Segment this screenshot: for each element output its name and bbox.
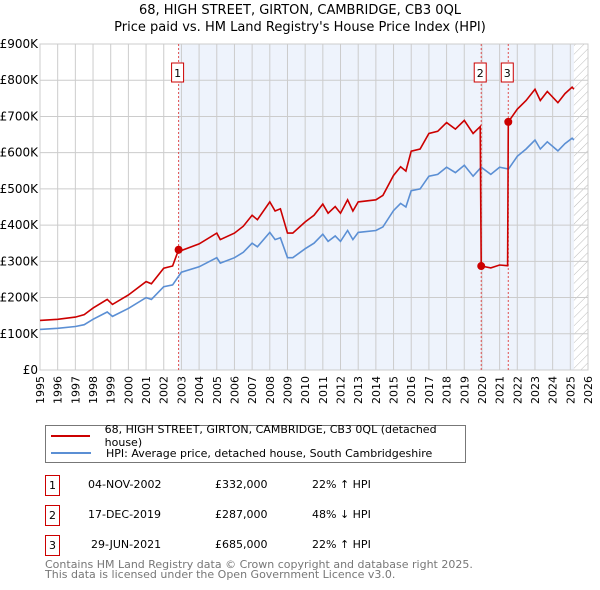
x-tick-label: 2009 — [281, 376, 294, 404]
transaction-point — [477, 262, 486, 271]
x-tick-label: 2012 — [335, 376, 348, 404]
y-tick-label: £0 — [23, 363, 38, 377]
transaction-row: 1 04-NOV-2002 £332,000 22% ↑ HPI — [45, 475, 465, 496]
y-tick-label: £300K — [0, 254, 39, 268]
transaction-label: 1 — [174, 67, 181, 80]
x-tick-label: 2025 — [564, 376, 577, 404]
legend-label-hpi: HPI: Average price, detached house, Sout… — [106, 446, 433, 460]
x-tick-label: 2001 — [140, 376, 153, 404]
transaction-label-box — [473, 62, 487, 83]
footer-copyright: Contains HM Land Registry data © Crown c… — [45, 558, 473, 571]
x-tick-label: 2019 — [458, 376, 471, 404]
x-tick-label: 1999 — [105, 376, 118, 404]
x-tick-label: 2007 — [246, 376, 259, 404]
footer-licence: This data is licensed under the Open Gov… — [45, 568, 396, 581]
y-tick-label: £800K — [0, 73, 39, 87]
legend-label-property: 68, HIGH STREET, GIRTON, CAMBRIDGE, CB3 … — [104, 423, 437, 449]
y-tick-label: £200K — [0, 291, 39, 305]
transaction-price: £287,000 — [215, 508, 268, 521]
footer: Contains HM Land Registry data © Crown c… — [45, 558, 473, 581]
legend-item-property: 68, HIGH STREET, GIRTON, CAMBRIDGE, CB3 … — [46, 423, 465, 449]
transaction-date: 29-JUN-2021 — [91, 538, 162, 551]
x-tick-label: 2005 — [211, 376, 224, 404]
plot-area: 1995 1996 1997 1998 1999 2000 2001 2002 2003 2004… — [0, 37, 595, 404]
plot-border — [39, 43, 589, 371]
y-tick-label: £400K — [0, 218, 39, 232]
x-tick-label: 2022 — [511, 376, 524, 404]
x-tick-label: 2026 — [582, 376, 595, 404]
legend-item-hpi: HPI: Average price, detached house, Sout… — [46, 445, 432, 461]
x-tick-label: 1996 — [52, 376, 65, 404]
transaction-hpi-diff: 22% ↑ HPI — [312, 538, 371, 551]
x-tick-label: 2018 — [441, 376, 454, 404]
transaction-date: 17-DEC-2019 — [88, 508, 162, 521]
y-tick-label: £100K — [0, 327, 39, 341]
transaction-number: 3 — [45, 535, 60, 556]
legend: 68, HIGH STREET, GIRTON, CAMBRIDGE, CB3 … — [45, 423, 466, 463]
x-tick-label: 2011 — [317, 376, 330, 404]
chart-subtitle: Price paid vs. HM Land Registry's House … — [114, 20, 486, 35]
x-tick-label: 2017 — [423, 376, 436, 404]
x-tick-label: 2023 — [529, 376, 542, 404]
x-tick-label: 2013 — [352, 376, 365, 404]
x-tick-label: 2014 — [370, 376, 383, 404]
series-line-property — [39, 85, 575, 322]
x-tick-label: 2010 — [299, 376, 312, 404]
transaction-date: 04-NOV-2002 — [88, 478, 162, 491]
x-tick-label: 1995 — [34, 376, 47, 404]
x-tick-label: 1997 — [69, 376, 82, 404]
transaction-hpi-diff: 22% ↑ HPI — [312, 478, 371, 491]
transaction-price: £332,000 — [215, 478, 268, 491]
legend-swatch-hpi — [51, 452, 91, 454]
x-tick-label: 2024 — [547, 376, 560, 404]
transaction-label: 3 — [504, 67, 511, 80]
x-tick-label: 2004 — [193, 376, 206, 404]
x-tick-label: 2021 — [494, 376, 507, 404]
transaction-number: 1 — [45, 475, 60, 496]
transaction-label-box — [500, 62, 514, 83]
series-line-hpi — [39, 137, 575, 331]
x-tick-label: 1998 — [87, 376, 100, 404]
transaction-row: 2 17-DEC-2019 £287,000 48% ↓ HPI — [45, 505, 465, 526]
forecast-hatch — [573, 44, 588, 370]
transaction-hpi-diff: 48% ↓ HPI — [312, 508, 371, 521]
y-tick-label: £600K — [0, 146, 39, 160]
chart-title: 68, HIGH STREET, GIRTON, CAMBRIDGE, CB3 … — [138, 3, 462, 18]
x-tick-label: 2008 — [264, 376, 277, 404]
y-tick-label: £700K — [0, 109, 39, 123]
x-tick-label: 2016 — [405, 376, 418, 404]
transaction-point — [174, 245, 183, 254]
x-tick-label: 2000 — [122, 376, 135, 404]
x-tick-label: 2015 — [388, 376, 401, 404]
x-tick-label: 2002 — [158, 376, 171, 404]
legend-swatch-property — [51, 435, 90, 437]
transaction-label-box — [171, 62, 185, 83]
y-tick-label: £500K — [0, 182, 39, 196]
transaction-label: 2 — [477, 67, 484, 80]
transaction-point — [504, 117, 513, 126]
transaction-price: £685,000 — [215, 538, 268, 551]
y-tick-label: £900K — [0, 37, 39, 51]
x-tick-label: 2020 — [476, 376, 489, 404]
transaction-number: 2 — [45, 505, 60, 526]
x-tick-label: 2006 — [228, 376, 241, 404]
transaction-row: 3 29-JUN-2021 £685,000 22% ↑ HPI — [45, 535, 465, 556]
x-tick-label: 2003 — [175, 376, 188, 404]
